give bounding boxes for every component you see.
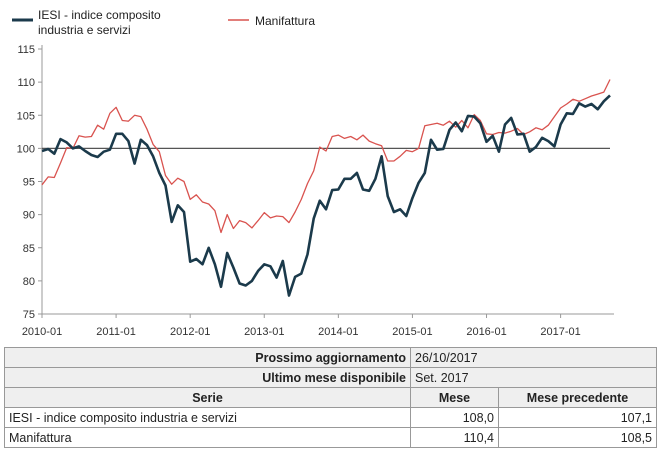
row-series-name: IESI - indice composito industria e serv… — [4, 407, 411, 428]
x-tick-label: 2015-01 — [392, 326, 432, 338]
series-lines — [41, 79, 611, 297]
legend-label-iesi-line1: IESI - indice composito — [38, 8, 161, 22]
next-update-label: Prossimo aggiornamento — [4, 347, 411, 368]
table-row: IESI - indice composito industria e serv… — [4, 407, 657, 428]
line-chart: IESI - indice composito industria e serv… — [12, 8, 614, 338]
legend: IESI - indice composito industria e serv… — [12, 8, 315, 37]
x-tick-label: 2012-01 — [170, 326, 210, 338]
y-tick-label: 115 — [17, 44, 35, 56]
last-month-value: Set. 2017 — [410, 367, 657, 388]
y-tick-label: 110 — [17, 77, 35, 89]
table-row: Manifattura 110,4 108,5 — [4, 427, 657, 448]
col-header-series: Serie — [4, 387, 411, 408]
last-month-row: Ultimo mese disponibile Set. 2017 — [4, 367, 657, 388]
col-header-prev: Mese precedente — [498, 387, 657, 408]
y-tick-label: 90 — [23, 210, 35, 222]
next-update-value: 26/10/2017 — [410, 347, 657, 368]
x-tick-label: 2017-01 — [540, 326, 580, 338]
y-tick-label: 80 — [23, 276, 35, 288]
row-month-value: 110,4 — [410, 427, 499, 448]
x-tick-label: 2013-01 — [244, 326, 284, 338]
last-month-label: Ultimo mese disponibile — [4, 367, 411, 388]
legend-label-iesi-line2: industria e servizi — [38, 23, 131, 37]
x-tick-label: 2016-01 — [466, 326, 506, 338]
row-month-value: 108,0 — [410, 407, 499, 428]
table-header-row: Serie Mese Mese precedente — [4, 387, 657, 408]
row-series-name: Manifattura — [4, 427, 411, 448]
col-header-month: Mese — [410, 387, 499, 408]
y-tick-label: 105 — [17, 110, 35, 122]
legend-label-manifattura: Manifattura — [255, 14, 315, 28]
info-table: Prossimo aggiornamento 26/10/2017 Ultimo… — [4, 347, 657, 448]
y-tick-label: 85 — [23, 243, 35, 255]
y-tick-label: 95 — [23, 177, 35, 189]
x-tick-label: 2011-01 — [96, 326, 136, 338]
y-tick-label: 100 — [17, 143, 35, 155]
row-prev-value: 108,5 — [498, 427, 657, 448]
x-tick-label: 2010-01 — [22, 326, 62, 338]
series-line-iesi — [41, 94, 611, 297]
x-tick-label: 2014-01 — [318, 326, 358, 338]
row-prev-value: 107,1 — [498, 407, 657, 428]
y-tick-label: 75 — [23, 309, 35, 321]
next-update-row: Prossimo aggiornamento 26/10/2017 — [4, 347, 657, 368]
axes: 75 80 85 90 95 100 105 110 115 2010-01 2011-01 2012… — [17, 44, 614, 338]
